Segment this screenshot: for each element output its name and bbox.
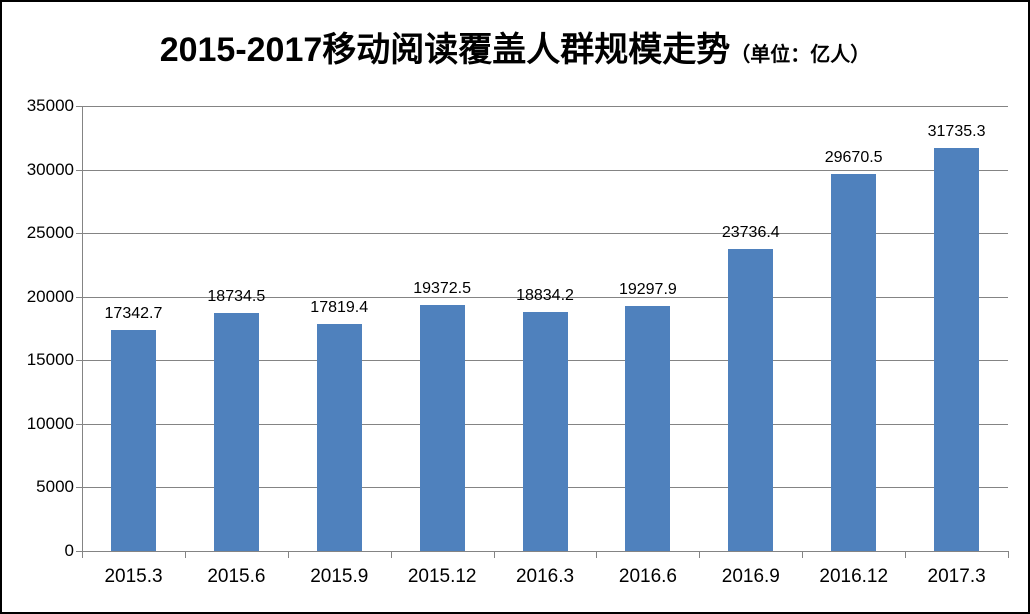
- bar-2015.3: [110, 330, 156, 551]
- chart-title-unit: （单位：亿人）: [730, 44, 871, 66]
- x-tick-7: [802, 551, 804, 558]
- x-axis-label: 2016.3: [515, 566, 575, 587]
- y-tick-10000: [76, 423, 82, 425]
- bar-value-label: 17342.7: [104, 305, 163, 323]
- bar-value-label: 18734.5: [207, 287, 266, 305]
- chart-title-text: 2015-2017移动阅读覆盖人群规模走势: [159, 31, 731, 69]
- y-axis-label: 35000: [26, 96, 74, 115]
- x-axis-label: 2016.6: [618, 566, 677, 587]
- bar-2015.12: [419, 304, 465, 551]
- y-axis-label: 10000: [26, 413, 74, 433]
- x-tick-9: [1008, 551, 1009, 558]
- x-axis-label: 2015.3: [104, 566, 163, 587]
- gridline-25000: [82, 233, 1008, 235]
- bar-2015.9: [316, 324, 362, 551]
- x-axis-label: 2016.9: [721, 566, 780, 587]
- y-tick-35000: [76, 106, 82, 107]
- y-tick-5000: [76, 487, 82, 489]
- bar-2015.6: [213, 312, 259, 551]
- plot-area: 0 5000 10000 15000 20000 25000 30000 35000 17342…: [27, 96, 1009, 587]
- gridline-20000: [82, 296, 1008, 298]
- y-axis-label: 0: [64, 541, 74, 560]
- gridline-35000: [82, 106, 1008, 107]
- bar-value-label: 17819.4: [310, 299, 369, 317]
- gridline-30000: [82, 169, 1008, 171]
- bar-2017.3: [934, 147, 980, 551]
- y-axis-label: 20000: [26, 286, 74, 306]
- x-axis-line: [82, 551, 1008, 552]
- x-tick-0: [82, 551, 83, 558]
- y-axis-label: 5000: [36, 477, 74, 497]
- x-axis-label: 2015.6: [207, 566, 266, 587]
- x-tick-6: [699, 551, 701, 558]
- y-axis-label: 30000: [26, 159, 74, 179]
- x-tick-5: [596, 551, 598, 558]
- chart-title: 2015-2017移动阅读覆盖人群规模走势（单位：亿人）: [2, 22, 1028, 71]
- y-tick-15000: [76, 360, 82, 362]
- x-tick-3: [390, 551, 392, 558]
- bar-value-label: 19372.5: [413, 279, 472, 297]
- bar-2016.6: [625, 305, 671, 551]
- x-axis-label: 2015.9: [310, 566, 369, 587]
- x-axis-label: 2015.12: [407, 566, 477, 587]
- bar-value-label: 29670.5: [824, 148, 883, 166]
- x-tick-4: [493, 551, 495, 558]
- bar-value-label: 23736.4: [721, 224, 780, 242]
- x-axis-label: 2017.3: [927, 566, 986, 587]
- y-axis-label: 25000: [26, 223, 74, 243]
- y-axis-line: [82, 106, 83, 551]
- bar-2016.12: [831, 173, 877, 551]
- bar-value-label: 19297.9: [618, 280, 677, 298]
- x-tick-8: [905, 551, 907, 558]
- x-tick-2: [287, 551, 289, 558]
- y-tick-30000: [76, 169, 82, 171]
- y-tick-25000: [76, 233, 82, 235]
- x-axis-label: 2016.12: [819, 566, 889, 587]
- bar-value-label: 31735.3: [927, 122, 986, 140]
- y-tick-20000: [76, 296, 82, 298]
- y-tick-0: [76, 551, 82, 552]
- bar-2016.9: [728, 249, 774, 551]
- bar-2016.3: [522, 311, 568, 551]
- y-axis-label: 15000: [26, 350, 74, 370]
- bar-value-label: 18834.2: [516, 286, 574, 304]
- x-tick-1: [184, 551, 186, 558]
